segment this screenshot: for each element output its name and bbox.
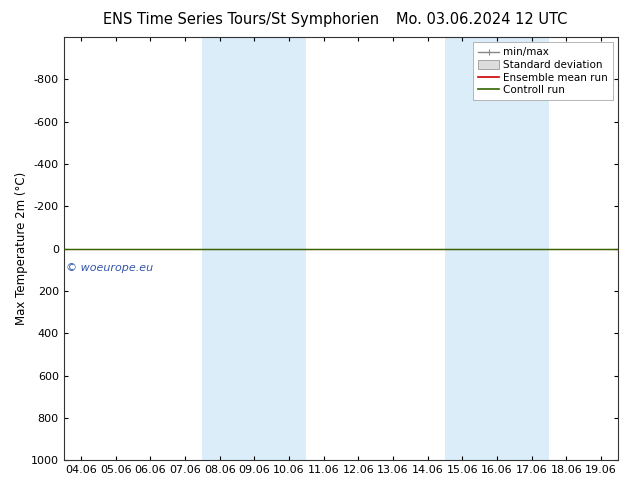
Bar	[445, 37, 549, 460]
Text: Mo. 03.06.2024 12 UTC: Mo. 03.06.2024 12 UTC	[396, 12, 567, 27]
Text: © woeurope.eu: © woeurope.eu	[67, 263, 153, 272]
Legend: min/max, Standard deviation, Ensemble mean run, Controll run: min/max, Standard deviation, Ensemble me…	[473, 42, 613, 100]
Bar	[202, 37, 306, 460]
Y-axis label: Max Temperature 2m (°C): Max Temperature 2m (°C)	[15, 172, 28, 325]
Text: ENS Time Series Tours/St Symphorien: ENS Time Series Tours/St Symphorien	[103, 12, 379, 27]
